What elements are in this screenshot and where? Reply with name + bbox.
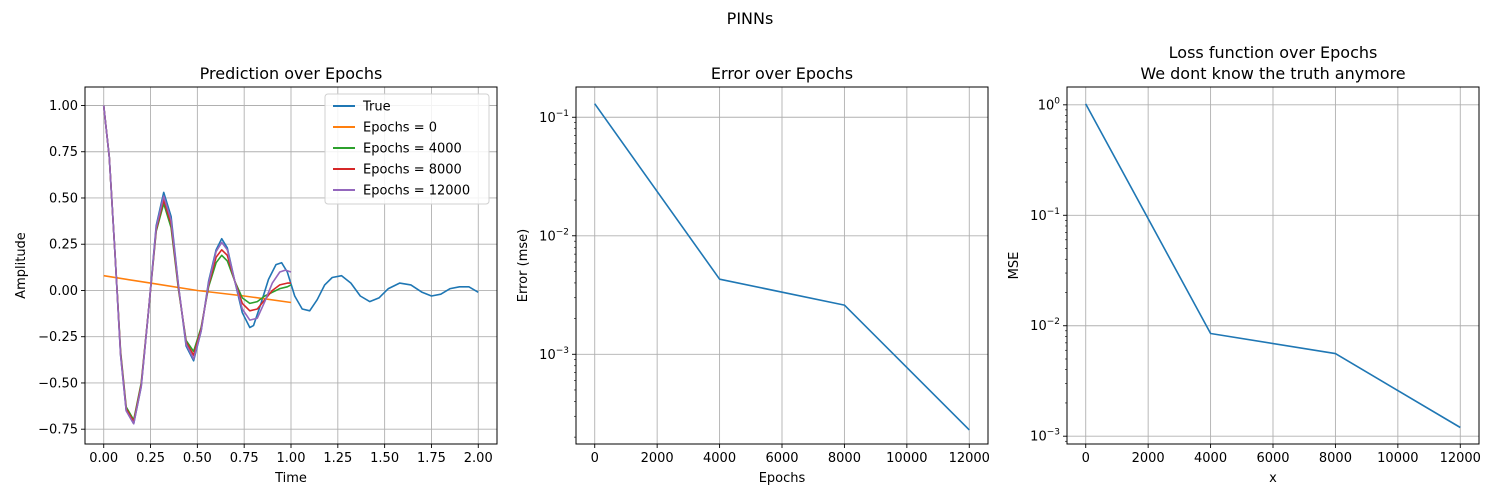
x-axis-label: Epochs xyxy=(759,471,806,486)
x-tick-label: 10000 xyxy=(1377,451,1418,466)
x-tick-label: 2000 xyxy=(641,451,674,466)
x-tick-label: 10000 xyxy=(886,451,927,466)
x-tick-label: 12000 xyxy=(949,451,990,466)
series-line-epochs-12000 xyxy=(102,105,292,425)
y-tick-label: 100 xyxy=(1038,96,1061,113)
subplot-title: Error over Epochs xyxy=(711,64,853,83)
y-tick-label: 10−3 xyxy=(539,346,569,363)
x-tick-label: 1.25 xyxy=(323,451,352,466)
x-tick-label: 4000 xyxy=(703,451,736,466)
series-line-0 xyxy=(594,103,970,431)
legend: True Epochs = 0 Epochs = 4000 Epochs = 8000… xyxy=(324,93,490,205)
x-tick-label: 1.00 xyxy=(277,451,306,466)
legend-entry: Epochs = 8000 xyxy=(363,163,462,178)
x-tick-label: 0 xyxy=(1082,451,1090,466)
subplot-3: 0 2000 4000 6000 8000 10000 12000 10−3 10−2 10−1 1… xyxy=(1007,43,1481,486)
y-tick-label: 0.00 xyxy=(49,284,78,299)
x-tick-label: 1.75 xyxy=(417,451,446,466)
y-axis-label: MSE xyxy=(1007,252,1022,280)
subplot-title: Loss function over Epochs We dont know th… xyxy=(1140,43,1405,83)
x-tick-label: 12000 xyxy=(1440,451,1481,466)
x-tick-label: 4000 xyxy=(1194,451,1227,466)
series-line-0 xyxy=(1084,103,1461,429)
y-tick-label: 0.50 xyxy=(49,191,78,206)
legend-entry: Epochs = 4000 xyxy=(363,142,462,157)
legend-entry: Epochs = 12000 xyxy=(363,184,470,199)
x-tick-label: 2.00 xyxy=(464,451,493,466)
figure-title: PINNs xyxy=(727,9,774,28)
y-tick-label: 1.00 xyxy=(49,99,78,114)
x-tick-label: 0.75 xyxy=(230,451,259,466)
y-tick-label: 10−1 xyxy=(539,109,569,126)
legend-entry: Epochs = 0 xyxy=(363,121,437,136)
y-tick-label: 10−2 xyxy=(539,227,569,244)
x-tick-label: 0.25 xyxy=(136,451,165,466)
y-tick-label: 10−1 xyxy=(1030,207,1060,224)
y-tick-label: −0.25 xyxy=(38,330,78,345)
y-axis-label: Amplitude xyxy=(14,232,29,299)
x-tick-label: 8000 xyxy=(828,451,861,466)
y-axis-label: Error (mse) xyxy=(516,229,531,302)
series-line-epochs-0 xyxy=(103,274,292,304)
x-tick-label: 6000 xyxy=(1256,451,1289,466)
x-tick-label: 1.50 xyxy=(370,451,399,466)
y-tick-label: 10−2 xyxy=(1030,317,1060,334)
x-axis-label: Time xyxy=(274,471,307,486)
x-tick-label: 0.00 xyxy=(89,451,118,466)
x-tick-label: 2000 xyxy=(1132,451,1165,466)
y-tick-label: −0.75 xyxy=(38,423,78,438)
subplot-title: Prediction over Epochs xyxy=(200,64,383,83)
legend-entry: True xyxy=(362,100,391,115)
x-tick-label: 0 xyxy=(591,451,599,466)
y-tick-label: 0.25 xyxy=(49,238,78,253)
x-tick-label: 6000 xyxy=(765,451,798,466)
x-tick-label: 8000 xyxy=(1319,451,1352,466)
y-tick-label: 10−3 xyxy=(1030,428,1060,445)
y-tick-label: 0.75 xyxy=(49,145,78,160)
x-tick-label: 0.50 xyxy=(183,451,212,466)
y-tick-label: −0.50 xyxy=(38,376,78,391)
subplot-2: 0 2000 4000 6000 8000 10000 12000 10−3 10−2 10−1 E… xyxy=(516,64,990,486)
legend-frame xyxy=(324,93,490,205)
subplot-1: 0.00 0.25 0.50 0.75 1.00 1.25 1.50 1.75 2.00 −0.7… xyxy=(14,64,498,486)
x-axis-label: x xyxy=(1269,471,1277,486)
